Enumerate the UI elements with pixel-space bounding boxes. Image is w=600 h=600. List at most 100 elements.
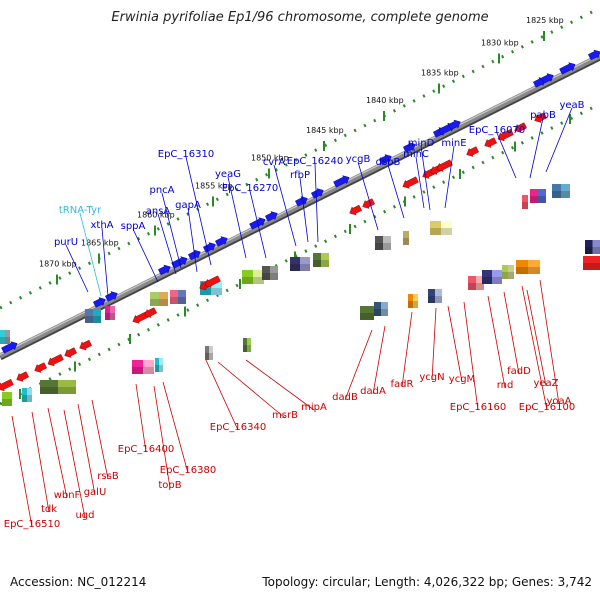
reverse-gene-label: fadR	[391, 379, 414, 390]
reverse-gene-arrow	[16, 371, 29, 382]
forward-gene-label-leader	[101, 227, 109, 297]
forward-gene-label-leader	[65, 244, 89, 293]
reverse-gene-label: EpC_16510	[4, 519, 60, 530]
reverse-gene-block	[482, 270, 502, 284]
reverse-gene-arrow-shape	[497, 128, 514, 142]
forward-gene-arrow	[1, 341, 18, 354]
forward-gene-label-leader	[132, 228, 159, 283]
genome-summary: Topology: circular; Length: 4,026,322 bp…	[262, 575, 592, 589]
forward-gene-label-leader	[529, 117, 544, 179]
forward-gene-label-leader	[157, 213, 177, 275]
forward-gene-label-leader	[415, 156, 425, 209]
forward-gene-arrow-shape	[249, 217, 266, 230]
reverse-gene-label-leader	[11, 415, 33, 528]
reverse-gene-block-segment	[209, 346, 213, 360]
reverse-gene-label-leader	[153, 385, 171, 489]
axis-line	[0, 53, 600, 359]
forward-gene-block-segment	[270, 266, 278, 280]
reverse-gene-label-leader	[91, 399, 109, 480]
scale-tick-label: 1865 kbp	[81, 239, 119, 248]
forward-gene-block-segment	[211, 281, 222, 295]
reverse-gene-arrow	[64, 347, 77, 358]
forward-gene-block-segment	[85, 309, 93, 323]
forward-gene-arrow-shape	[93, 297, 106, 308]
forward-gene-block-shade	[290, 264, 310, 271]
reverse-gene-arrow-shape	[466, 146, 479, 157]
reverse-gene-arrow-shape	[16, 371, 29, 382]
forward-gene-block	[403, 231, 409, 245]
reverse-gene-block-shade	[428, 296, 442, 303]
forward-gene-arrow	[265, 211, 278, 222]
reverse-gene-block	[468, 276, 484, 290]
reverse-gene-block-shade	[408, 301, 418, 308]
reverse-gene-arrow-shape	[484, 137, 497, 148]
forward-gene-block-segment	[403, 231, 409, 245]
reverse-gene-label: EpC_16160	[450, 402, 506, 413]
reverse-gene-arrow	[349, 204, 362, 216]
reverse-gene-block-shade	[468, 283, 484, 290]
reverse-gene-block-segment	[243, 338, 247, 352]
reverse-gene-label: mipA	[301, 402, 327, 413]
reverse-gene-block	[243, 338, 251, 352]
reverse-gene-block-segment	[247, 338, 251, 352]
forward-gene-label: EpC_16070	[469, 125, 525, 136]
forward-gene-arrow	[105, 291, 118, 302]
reverse-gene-arrow	[79, 339, 92, 351]
forward-gene-block	[85, 309, 101, 323]
reverse-gene-block-shade	[132, 367, 154, 374]
reverse-gene-arrow-shape	[349, 204, 362, 216]
reverse-gene-label-leader	[401, 311, 413, 388]
forward-gene-arrow	[541, 73, 554, 84]
forward-gene-block-segment	[170, 290, 178, 304]
forward-gene-arrow	[249, 217, 266, 230]
reverse-gene-block-segment	[468, 276, 476, 290]
forward-gene-label: yeaB	[559, 100, 584, 111]
forward-gene-label-leader	[273, 164, 297, 247]
forward-gene-label: xthA	[90, 220, 113, 231]
reverse-gene-arrow-shape	[0, 378, 14, 392]
reverse-gene-arrow-shape	[402, 176, 419, 189]
reverse-gene-block-segment	[492, 270, 502, 284]
reverse-gene-block-shade	[583, 263, 600, 270]
reverse-gene-arrow-shape	[534, 112, 547, 123]
forward-gene-label-leader	[387, 164, 405, 219]
forward-gene-label-leader	[185, 156, 212, 266]
reverse-gene-arrow-shape	[362, 198, 375, 209]
reverse-gene-block	[22, 388, 32, 402]
scale-tick-label: 1870 kbp	[39, 260, 77, 269]
forward-gene-block-shade	[522, 202, 528, 209]
forward-gene-arrow	[93, 297, 106, 308]
forward-gene-block-shade	[313, 260, 329, 267]
forward-gene-label-leader	[187, 207, 198, 273]
forward-gene-block-segment	[178, 290, 186, 304]
forward-gene-block-segment	[441, 221, 452, 235]
reverse-gene-label-leader	[47, 407, 68, 499]
reverse-gene-block-shade	[516, 267, 540, 274]
reverse-gene-label-leader	[31, 411, 50, 513]
forward-gene-block-shade	[0, 337, 10, 344]
scale-tick-label: 1860 kbp	[137, 211, 175, 220]
reverse-gene-block-shade	[2, 399, 12, 406]
reverse-gene-arrow-shape	[514, 122, 527, 133]
forward-gene-arrow-shape	[215, 236, 228, 247]
reverse-gene-block-segment	[435, 289, 442, 303]
forward-gene-arrow	[448, 119, 461, 131]
forward-gene-arrow-shape	[448, 119, 461, 131]
scale-tick-label: 1855 kbp	[195, 182, 233, 191]
reverse-gene-block-shade	[482, 277, 502, 284]
scale-tick-label: 1825 kbp	[526, 16, 564, 25]
reverse-gene-block-segment	[22, 388, 27, 402]
reverse-gene-label: EpC_16400	[118, 444, 174, 455]
reverse-gene-label-leader	[487, 295, 506, 389]
forward-gene-label: ycgB	[346, 154, 371, 165]
forward-gene-label: EpC_16240	[287, 156, 343, 167]
reverse-gene-block-segment	[502, 265, 508, 279]
reverse-gene-label-leader	[431, 307, 437, 381]
reverse-gene-block	[2, 392, 12, 406]
accession-text: Accession: NC_012214	[10, 575, 147, 589]
forward-gene-arrow-shape	[403, 142, 416, 153]
reverse-gene-block-segment	[155, 358, 159, 372]
forward-gene-label-leader	[420, 145, 431, 211]
scale-tick-label: 1850 kbp	[251, 154, 289, 163]
reverse-gene-label: EpC_16380	[160, 465, 216, 476]
